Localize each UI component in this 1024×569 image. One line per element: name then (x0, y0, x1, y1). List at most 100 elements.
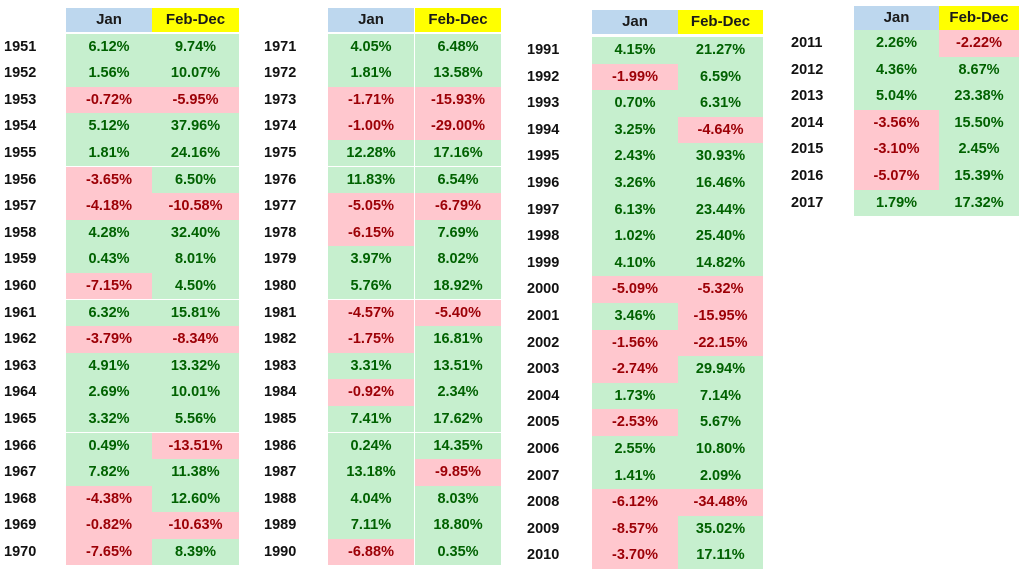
table-row: 1958 4.28% 32.40% (4, 219, 239, 247)
table-row: 1982 -1.75% 16.81% (264, 326, 501, 353)
table-row: 1980 5.76% 18.92% (264, 272, 501, 300)
table-row: 2011 2.26% -2.22% (791, 30, 1019, 57)
feb-dec-return-cell: 16.81% (415, 326, 501, 353)
year-label: 1999 (527, 254, 560, 271)
jan-return-cell: 2.26% (854, 30, 939, 57)
year-label: 2015 (791, 141, 824, 158)
jan-return-cell: 0.49% (66, 432, 152, 460)
jan-return-cell: 1.73% (592, 382, 678, 410)
table-row: 1992 -1.99% 6.59% (527, 63, 763, 91)
header-feb-dec: Feb-Dec (678, 10, 763, 34)
table-row: 2008 -6.12% -34.48% (527, 489, 763, 516)
year-label: 1951 (4, 38, 37, 55)
jan-return-cell: 4.05% (328, 33, 414, 61)
year-label: 1953 (4, 91, 37, 108)
year-label: 1985 (264, 410, 297, 427)
jan-return-cell: 3.32% (66, 405, 152, 433)
year-label: 2014 (791, 114, 824, 131)
year-label: 1955 (4, 144, 37, 161)
feb-dec-return-cell: 6.59% (678, 63, 763, 91)
table-row: 2007 1.41% 2.09% (527, 462, 763, 490)
feb-dec-return-cell: -5.95% (152, 86, 239, 114)
jan-return-cell: -5.05% (328, 193, 414, 220)
year-label: 1963 (4, 357, 37, 374)
feb-dec-return-cell: -15.93% (415, 86, 501, 114)
jan-return-cell: 7.82% (66, 459, 152, 486)
table-row: 1977 -5.05% -6.79% (264, 193, 501, 220)
year-label: 1995 (527, 148, 560, 165)
table-row: 2002 -1.56% -22.15% (527, 329, 763, 357)
table-row: 2016 -5.07% 15.39% (791, 163, 1019, 190)
feb-dec-return-cell: 18.80% (415, 512, 501, 539)
feb-dec-return-cell: 8.03% (415, 485, 501, 513)
feb-dec-return-cell: 2.09% (678, 462, 763, 490)
feb-dec-return-cell: 37.96% (152, 113, 239, 140)
jan-return-cell: 13.18% (328, 459, 414, 486)
feb-dec-return-cell: 7.69% (415, 219, 501, 247)
feb-dec-return-cell: 25.40% (678, 223, 763, 250)
feb-dec-return-cell: 5.56% (152, 405, 239, 433)
jan-return-cell: 7.41% (328, 405, 414, 433)
table-row: 2000 -5.09% -5.32% (527, 276, 763, 303)
feb-dec-return-cell: 15.50% (939, 109, 1019, 137)
feb-dec-return-cell: 8.01% (152, 246, 239, 273)
jan-return-cell: -4.57% (328, 299, 414, 327)
jan-return-cell: 0.24% (328, 432, 414, 460)
jan-return-cell: -7.15% (66, 272, 152, 300)
table-row: 1997 6.13% 23.44% (527, 196, 763, 224)
feb-dec-return-cell: 8.02% (415, 246, 501, 273)
jan-return-cell: 3.25% (592, 116, 678, 144)
year-label: 1961 (4, 304, 37, 321)
jan-return-cell: 2.69% (66, 379, 152, 406)
feb-dec-return-cell: 10.01% (152, 379, 239, 406)
table-row: 1993 0.70% 6.31% (527, 90, 763, 117)
table-row: 1951 6.12% 9.74% (4, 33, 239, 61)
table-row: 2012 4.36% 8.67% (791, 56, 1019, 84)
year-label: 1968 (4, 490, 37, 507)
jan-return-cell: 6.12% (66, 33, 152, 61)
year-label: 1970 (4, 543, 37, 560)
table-row: 1952 1.56% 10.07% (4, 60, 239, 87)
jan-return-cell: 7.11% (328, 512, 414, 539)
table-row: 2009 -8.57% 35.02% (527, 515, 763, 543)
year-label: 1957 (4, 198, 37, 215)
jan-return-cell: -0.92% (328, 379, 414, 406)
table-row: 1971 4.05% 6.48% (264, 33, 501, 61)
table-row: 1960 -7.15% 4.50% (4, 272, 239, 300)
feb-dec-return-cell: 8.39% (152, 538, 239, 566)
year-label: 1978 (264, 224, 297, 241)
feb-dec-return-cell: -10.58% (152, 193, 239, 220)
table-row: 1973 -1.71% -15.93% (264, 86, 501, 114)
year-label: 2010 (527, 547, 560, 564)
jan-return-cell: 5.76% (328, 272, 414, 300)
table-row: 1975 12.28% 17.16% (264, 139, 501, 167)
table-row: 1969 -0.82% -10.63% (4, 512, 239, 539)
jan-return-cell: 1.79% (854, 189, 939, 217)
jan-return-cell: -1.56% (592, 329, 678, 357)
feb-dec-return-cell: 11.38% (152, 459, 239, 486)
year-label: 1962 (4, 331, 37, 348)
table-row: 2015 -3.10% 2.45% (791, 136, 1019, 163)
jan-return-cell: 4.28% (66, 219, 152, 247)
table-row: 2010 -3.70% 17.11% (527, 542, 763, 569)
feb-dec-return-cell: 6.48% (415, 33, 501, 61)
table-row: 1995 2.43% 30.93% (527, 143, 763, 170)
year-label: 1966 (4, 437, 37, 454)
table-row: 1967 7.82% 11.38% (4, 459, 239, 486)
year-label: 2002 (527, 334, 560, 351)
year-label: 2008 (527, 494, 560, 511)
jan-return-cell: -3.10% (854, 136, 939, 163)
feb-dec-return-cell: 17.11% (678, 542, 763, 569)
jan-return-cell: 2.43% (592, 143, 678, 170)
year-label: 2004 (527, 387, 560, 404)
jan-return-cell: 2.55% (592, 436, 678, 463)
table-row: 1974 -1.00% -29.00% (264, 113, 501, 140)
year-label: 1982 (264, 331, 297, 348)
feb-dec-return-cell: 18.92% (415, 272, 501, 300)
year-label: 2013 (791, 88, 824, 105)
jan-return-cell: 0.43% (66, 246, 152, 273)
feb-dec-return-cell: 5.67% (678, 409, 763, 436)
table-row: 1966 0.49% -13.51% (4, 432, 239, 460)
year-label: 1971 (264, 38, 297, 55)
jan-return-cell: 1.56% (66, 60, 152, 87)
